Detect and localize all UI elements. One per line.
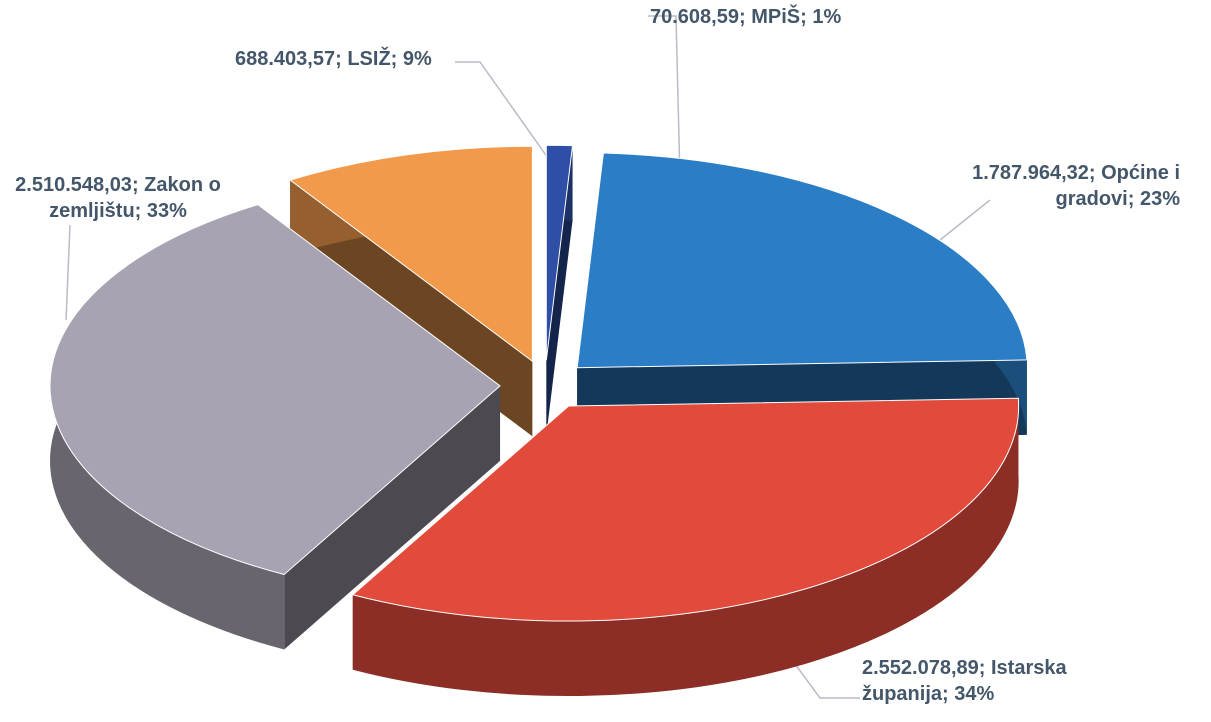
leader-lines <box>65 15 991 699</box>
label-value: 2.510.548,03 <box>15 174 132 196</box>
label-value: 70.608,59 <box>650 6 739 28</box>
data-label: 1.787.964,32; Općine i gradovi; 23% <box>945 160 1180 212</box>
data-label: 2.510.548,03; Zakon o zemljištu; 33% <box>8 172 228 224</box>
slice-wall <box>352 398 1019 697</box>
label-value: 2.552.078,89 <box>862 657 979 679</box>
label-category: MPiŠ <box>751 6 801 28</box>
label-separator: ; <box>942 683 955 705</box>
data-label: 688.403,57; LSIŽ; 9% <box>235 46 495 72</box>
label-percent: 23% <box>1139 188 1180 210</box>
label-category: LSIŽ <box>347 48 391 70</box>
label-category: Općine i gradovi <box>1055 162 1181 210</box>
label-separator: ; <box>131 174 145 196</box>
slice-top <box>351 397 1020 622</box>
leader-line <box>455 61 561 176</box>
slice-side <box>284 385 501 650</box>
label-separator: ; <box>390 48 403 70</box>
label-percent: 9% <box>402 48 432 70</box>
data-label: 2.552.078,89; Istarska županija; 34% <box>862 655 1112 707</box>
leader-line <box>65 224 71 321</box>
slice-top <box>49 204 501 576</box>
leader-line <box>648 15 681 181</box>
pie-slice <box>545 144 574 436</box>
slice-top <box>545 144 574 361</box>
label-category: Zakon o zemljištu <box>49 174 221 222</box>
label-separator: ; <box>1088 162 1102 184</box>
label-value: 1.787.964,32 <box>972 162 1089 184</box>
label-separator: ; <box>134 200 147 222</box>
label-separator: ; <box>978 657 991 679</box>
label-separator: ; <box>800 6 813 28</box>
label-percent: 34% <box>954 683 995 705</box>
label-value: 688.403,57 <box>235 48 336 70</box>
pie-slice <box>351 397 1020 697</box>
label-separator: ; <box>738 6 752 28</box>
pie-slice <box>49 204 501 650</box>
data-label: 70.608,59; MPiŠ; 1% <box>650 4 950 30</box>
label-percent: 1% <box>812 6 842 28</box>
label-separator: ; <box>1127 188 1140 210</box>
slice-top <box>576 152 1028 369</box>
leader-line <box>939 199 991 241</box>
slice-top <box>289 145 533 363</box>
label-separator: ; <box>335 48 348 70</box>
label-percent: 33% <box>146 200 187 222</box>
label-category: Istarska županija <box>862 657 1067 705</box>
